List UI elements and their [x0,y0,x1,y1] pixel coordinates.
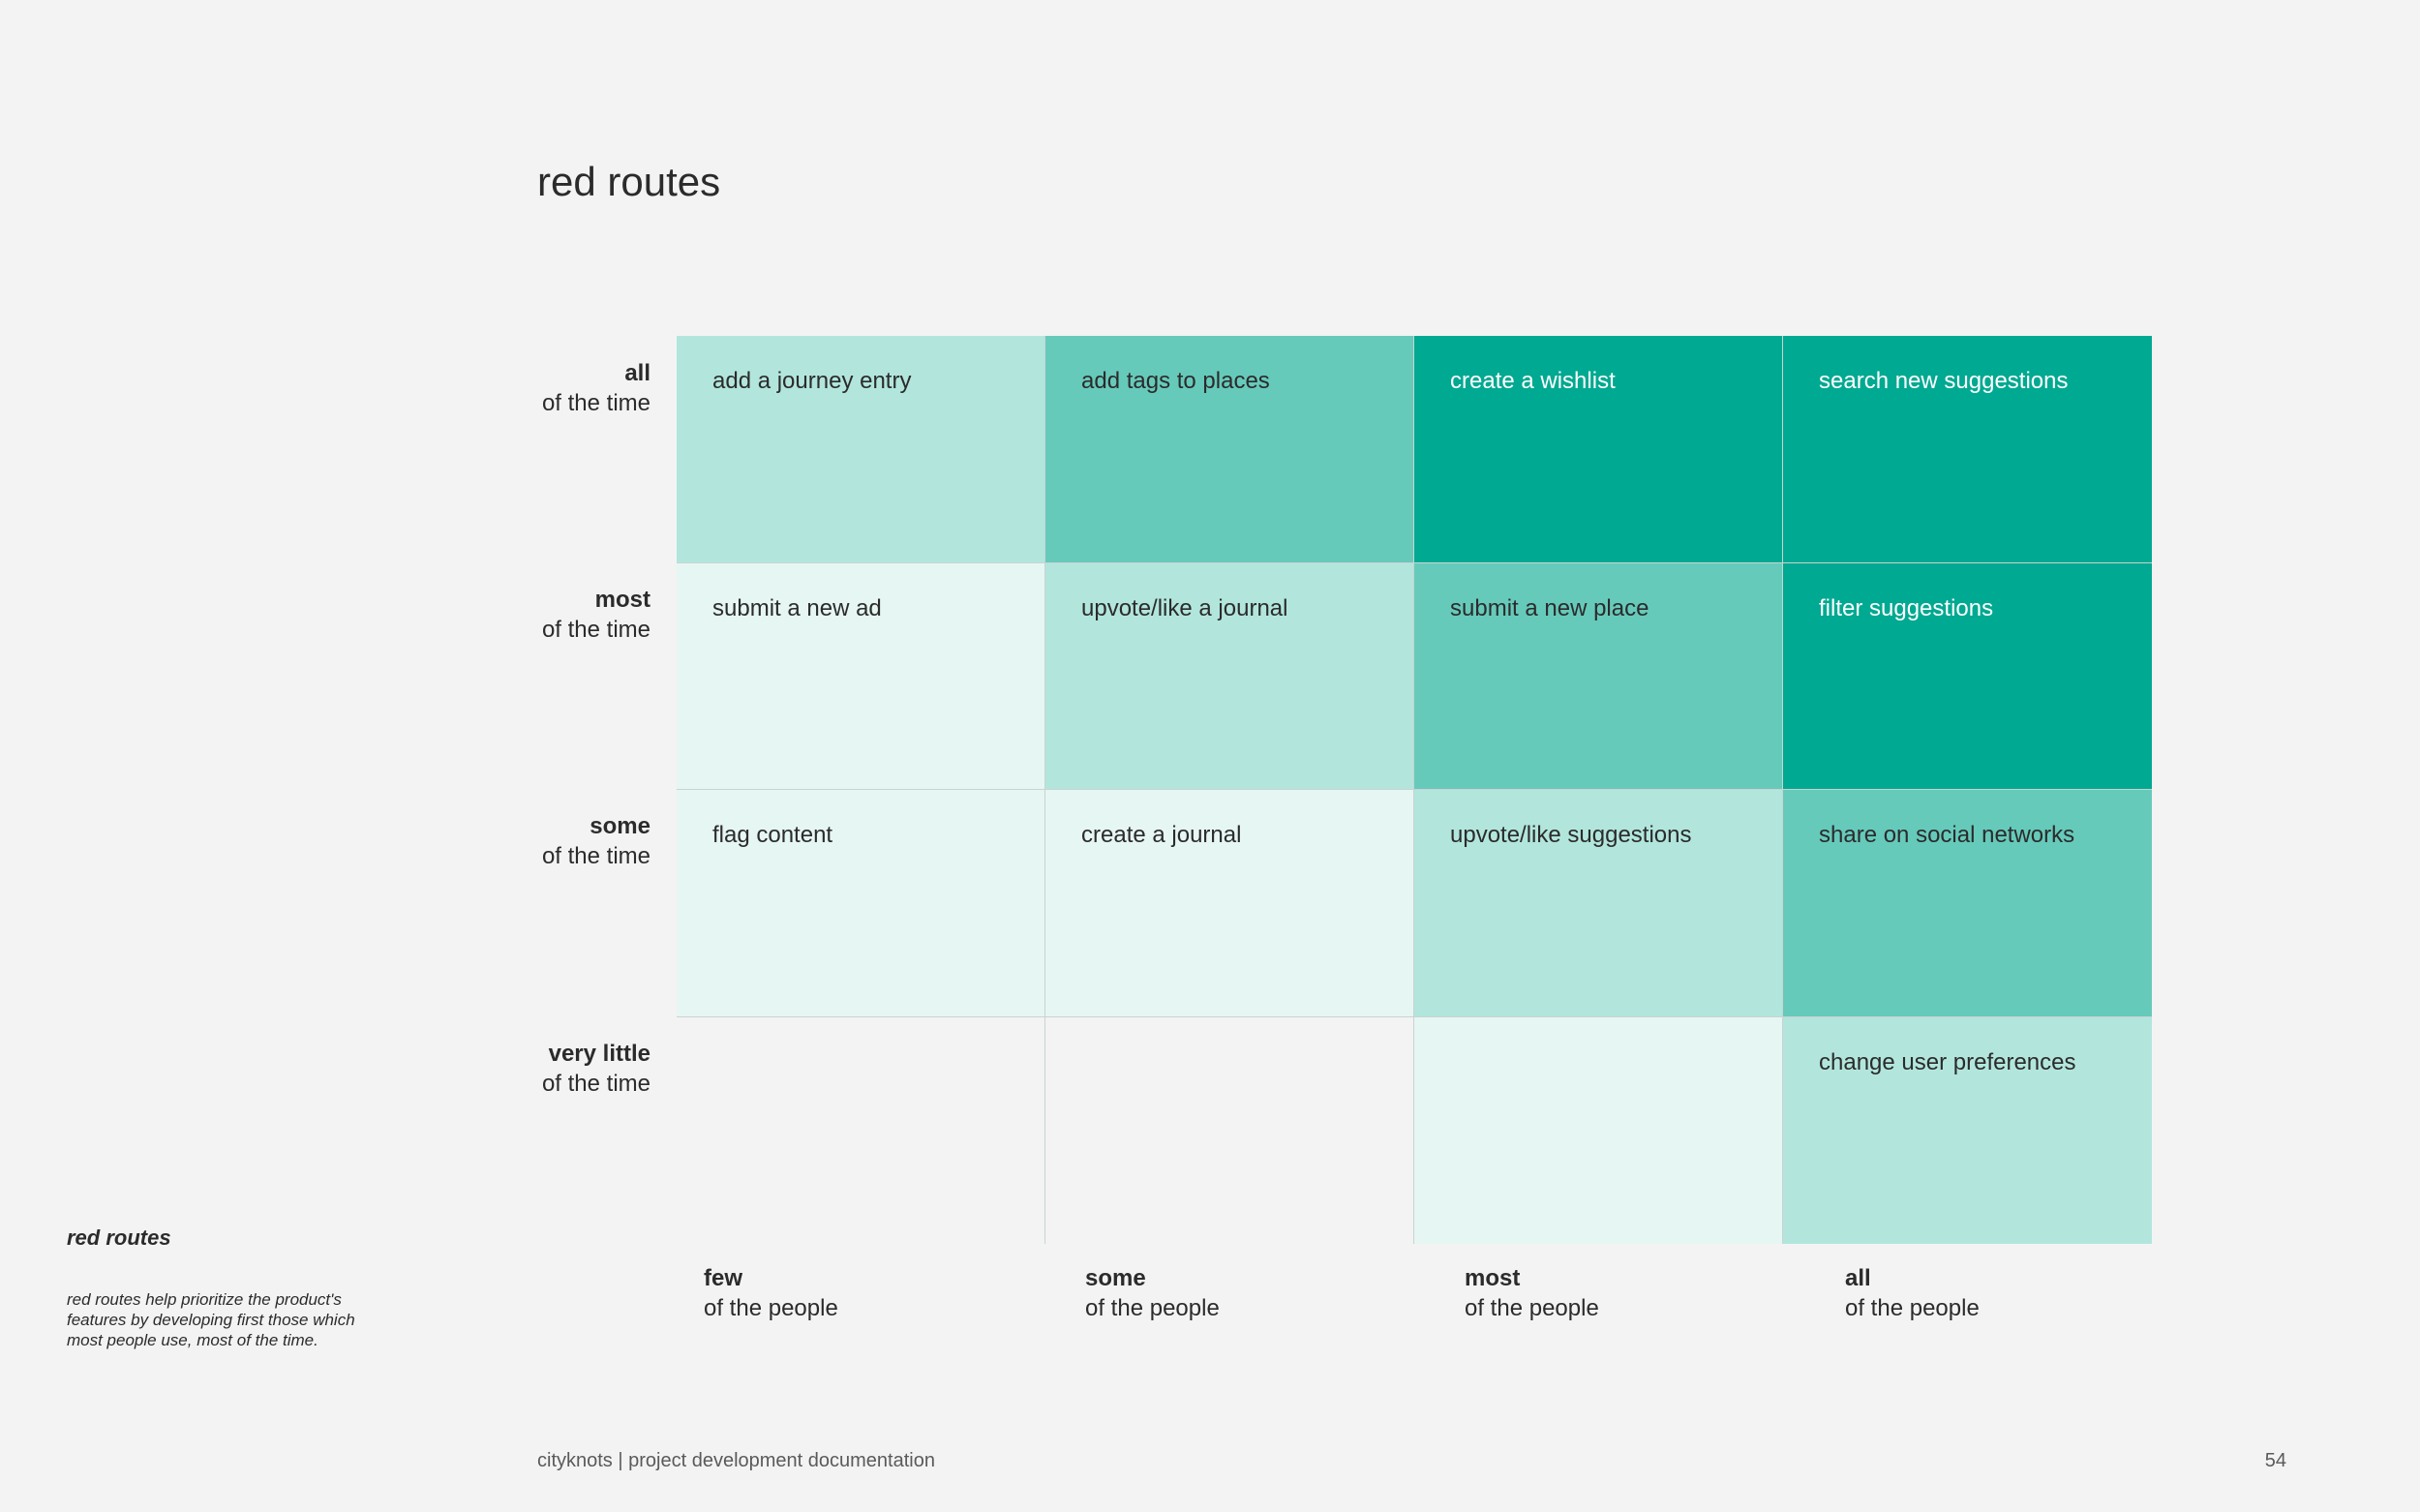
red-routes-matrix: add a journey entry add tags to places c… [677,336,2152,1244]
col-label-sub: of the people [1085,1295,1220,1321]
matrix-cell: add tags to places [1045,336,1414,563]
page-number: 54 [2264,1450,2286,1471]
matrix-cell: upvote/like suggestions [1414,790,1783,1017]
row-label-sub: of the time [541,843,650,869]
matrix-cell: search new suggestions [1783,336,2152,563]
matrix-cell [677,1016,1045,1244]
matrix-cell: create a journal [1045,790,1414,1017]
row-label-sub: of the time [541,617,650,643]
matrix-cell: share on social networks [1783,790,2152,1017]
row-label-most: most of the time [542,585,650,645]
row-label-all: all of the time [542,358,650,418]
col-label-all: all of the people [1845,1263,1980,1323]
row-label-some: some of the time [542,811,650,871]
col-label-sub: of the people [704,1295,838,1321]
row-label-strong: all [624,360,650,386]
matrix-cell: upvote/like a journal [1045,562,1414,790]
row-label-strong: very little [548,1041,650,1067]
matrix-cell: submit a new ad [677,562,1045,790]
sidebar-description: red routes help prioritize the product's… [67,1290,355,1349]
col-label-strong: some [1085,1265,1146,1291]
matrix-cell: submit a new place [1414,562,1783,790]
matrix-cell: flag content [677,790,1045,1017]
footer-caption: cityknots | project development document… [537,1450,935,1471]
col-label-strong: most [1465,1265,1521,1291]
matrix-cell [1045,1016,1414,1244]
sidebar-title: red routes [67,1225,171,1250]
matrix-cell: filter suggestions [1783,562,2152,790]
col-label-most: most of the people [1465,1263,1599,1323]
matrix-cell: change user preferences [1783,1016,2152,1244]
page-title: red routes [537,159,721,204]
row-label-strong: some [590,813,650,839]
col-label-strong: few [704,1265,743,1291]
matrix-cell [1414,1016,1783,1244]
row-label-strong: most [594,587,650,613]
row-label-sub: of the time [541,390,650,416]
col-label-some: some of the people [1085,1263,1220,1323]
row-label-sub: of the time [541,1071,650,1097]
col-label-few: few of the people [704,1263,838,1323]
col-label-sub: of the people [1845,1295,1980,1321]
col-label-sub: of the people [1465,1295,1599,1321]
matrix-cell: create a wishlist [1414,336,1783,563]
col-label-strong: all [1845,1265,1871,1291]
matrix-cell: add a journey entry [677,336,1045,563]
row-label-very-little: very little of the time [542,1039,650,1099]
